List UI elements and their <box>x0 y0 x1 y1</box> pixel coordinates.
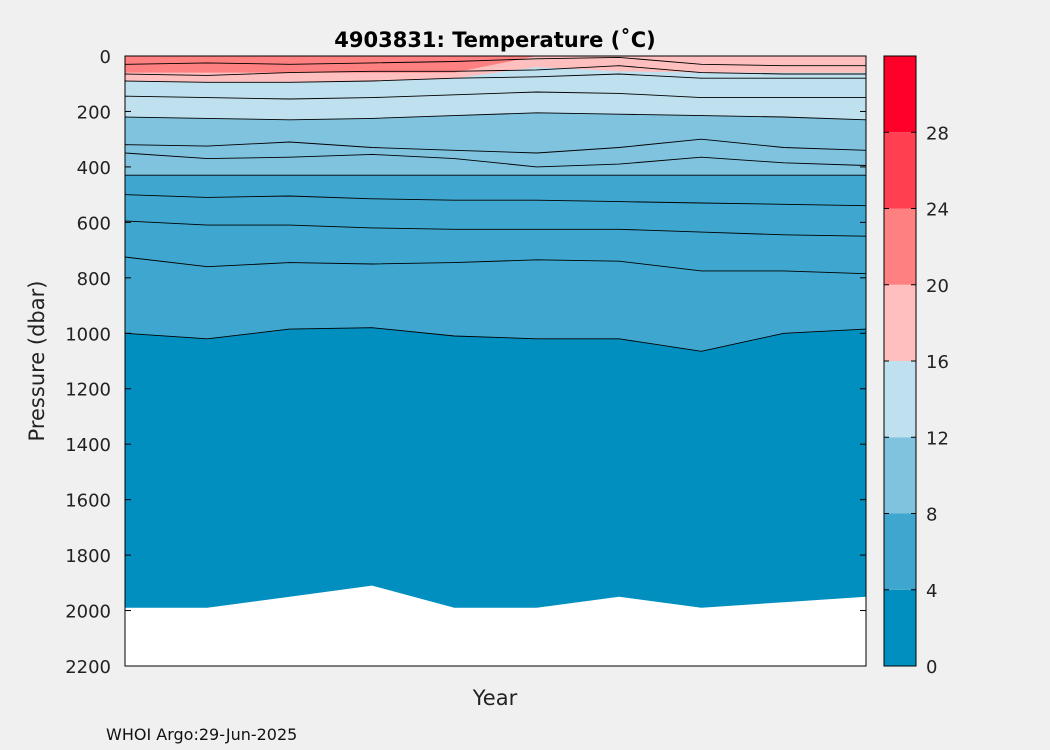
colorbar-label: 16 <box>926 352 949 373</box>
isotherm-line <box>124 65 866 76</box>
colorbar-label: 28 <box>926 123 949 144</box>
colorbar-label: 12 <box>926 428 949 449</box>
y-tick-label: 600 <box>77 213 111 234</box>
colorbar-label: 20 <box>926 276 949 297</box>
y-tick-label: 0 <box>100 47 111 68</box>
colorbar-label: 0 <box>926 657 937 678</box>
isotherm-line <box>124 327 867 352</box>
y-tick-label: 2000 <box>65 602 111 623</box>
isotherm-lines <box>124 56 867 352</box>
footer-credit: WHOI Argo:29-Jun-2025 <box>106 725 298 744</box>
isotherm-line <box>124 194 867 207</box>
temperature-band <box>125 56 866 73</box>
colorbar-segment <box>884 361 916 438</box>
y-tick-label: 800 <box>77 269 111 290</box>
y-tick-label: 1000 <box>65 324 111 345</box>
colorbar-segment <box>884 132 916 209</box>
colorbar-segment <box>884 208 916 285</box>
y-tick-label: 1800 <box>65 546 111 567</box>
isotherm-line <box>124 73 866 83</box>
colorbar-label: 8 <box>926 505 937 526</box>
y-axis-label: Pressure (dbar) <box>25 281 49 442</box>
x-axis-label: Year <box>472 686 518 710</box>
y-tick-label: 400 <box>77 158 111 179</box>
colorbar-segment <box>884 437 916 514</box>
isotherm-line <box>124 220 867 237</box>
isotherm-line <box>124 152 867 168</box>
colorbar-segment <box>884 589 916 666</box>
y-tick-label: 1200 <box>65 380 111 401</box>
y-tick-label: 1400 <box>65 435 111 456</box>
colorbar: 0 4 8 12 16 20 24 28 <box>883 55 949 678</box>
colorbar-label: 4 <box>926 581 937 602</box>
isotherm-line <box>124 56 866 67</box>
colorbar-segment <box>884 284 916 361</box>
colorbar-label: 24 <box>926 200 949 221</box>
y-tick-label: 2200 <box>65 657 111 678</box>
colorbar-segment <box>884 513 916 590</box>
y-tick-label: 1600 <box>65 491 111 512</box>
chart-title: 4903831: Temperature (˚C) <box>334 28 655 52</box>
y-axis-ticks: 0 200 400 600 800 1000 1200 1400 1600 1800 2000 220… <box>65 47 866 678</box>
plot-frame <box>124 55 867 667</box>
isotherm-line <box>124 91 866 100</box>
isotherm-line <box>124 112 867 121</box>
y-tick-label: 200 <box>77 102 111 123</box>
isotherm-line <box>124 256 867 275</box>
colorbar-segment <box>884 56 916 133</box>
isotherm-line <box>124 138 867 154</box>
temperature-bands <box>125 56 866 666</box>
